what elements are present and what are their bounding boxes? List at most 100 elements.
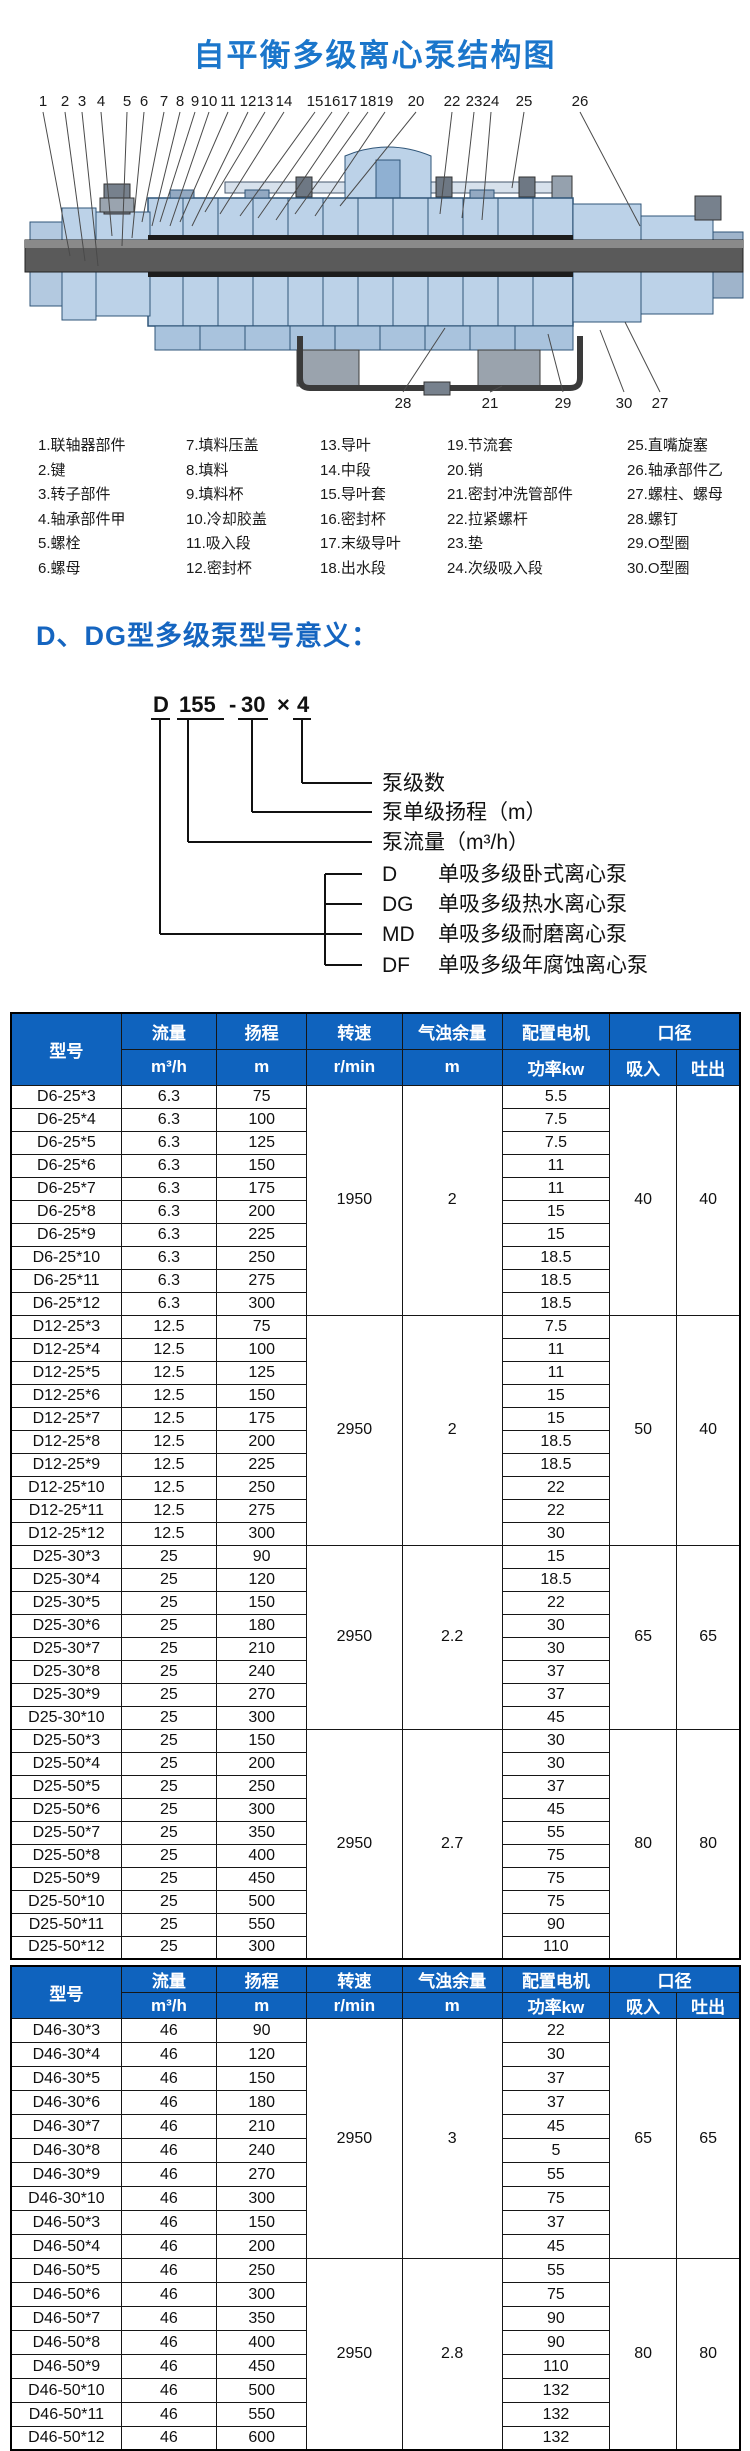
head-cell: 300 — [216, 1935, 308, 1960]
head-cell: 450 — [216, 1866, 308, 1891]
callout-leader — [275, 111, 350, 221]
flow-cell: 25 — [120, 1797, 218, 1822]
flow-cell: 6.3 — [120, 1084, 218, 1109]
model-cell: D6-25*8 — [10, 1199, 122, 1224]
head-cell: 210 — [216, 1636, 308, 1661]
col-model: 型号 — [10, 1965, 122, 2019]
type-code-md: MD — [382, 923, 415, 946]
power-cell: 7.5 — [501, 1130, 611, 1155]
col-head-unit: m — [216, 1048, 308, 1086]
spec-table-1: 型号 流量 扬程 转速 气浊余量 配置电机 口径 m³/h m r/min m … — [10, 1012, 741, 1960]
spec-row: D12-25*5 12.5 125 11 — [10, 1360, 740, 1385]
callout-leader — [481, 111, 492, 221]
power-cell: 45 — [501, 2234, 611, 2259]
flow-cell: 6.3 — [120, 1130, 218, 1155]
power-cell: 37 — [501, 1682, 611, 1707]
model-cell: D25-30*10 — [10, 1705, 122, 1730]
spec-row: D25-50*8 25 400 75 — [10, 1843, 740, 1868]
callout-number-22: 22 — [444, 93, 461, 110]
flow-cell: 12.5 — [120, 1337, 218, 1362]
discharge-cell: 40 — [676, 1084, 741, 1316]
flow-cell: 6.3 — [120, 1199, 218, 1224]
head-cell: 200 — [216, 2234, 308, 2259]
power-cell: 37 — [501, 2090, 611, 2115]
power-cell: 37 — [501, 2210, 611, 2235]
power-cell: 55 — [501, 1820, 611, 1845]
flow-cell: 25 — [120, 1912, 218, 1937]
callout-leader — [219, 111, 285, 215]
parts-column-2: 7.填料压盖 8.填料 9.填料杯 10.冷却胶盖 11.吸入段 12.密封杯 — [186, 434, 320, 581]
head-cell: 300 — [216, 2282, 308, 2307]
power-cell: 75 — [501, 2282, 611, 2307]
power-cell: 75 — [501, 1866, 611, 1891]
spec-table-2: 型号 流量 扬程 转速 气浊余量 配置电机 口径 m³/h m r/min m … — [10, 1965, 741, 2451]
spec-row: D6-25*10 6.3 250 18.5 — [10, 1245, 740, 1270]
model-cell: D25-30*5 — [10, 1590, 122, 1615]
suction-cell: 65 — [609, 1544, 678, 1730]
flow-cell: 46 — [120, 2162, 218, 2187]
spec-row: D46-50*9 46 450 110 — [10, 2354, 740, 2379]
model-cell: D12-25*11 — [10, 1498, 122, 1523]
flow-cell: 25 — [120, 1682, 218, 1707]
power-cell: 18.5 — [501, 1245, 611, 1270]
part-item: 26.轴承部件乙 — [627, 461, 723, 479]
spec-row: D46-30*10 46 300 75 — [10, 2186, 740, 2211]
col-discharge: 吐出 — [676, 1048, 741, 1086]
flow-cell: 25 — [120, 1843, 218, 1868]
spec-row: D12-25*9 12.5 225 18.5 — [10, 1452, 740, 1477]
model-cell: D46-50*12 — [10, 2426, 122, 2451]
model-code-series: D — [153, 692, 169, 717]
power-cell: 11 — [501, 1176, 611, 1201]
model-cell: D6-25*10 — [10, 1245, 122, 1270]
callout-leader — [179, 111, 229, 223]
npsh-cell: 2 — [401, 1084, 503, 1316]
head-cell: 150 — [216, 1153, 308, 1178]
flow-cell: 46 — [120, 2210, 218, 2235]
model-cell: D25-50*11 — [10, 1912, 122, 1937]
spec-row: D25-50*10 25 500 75 — [10, 1889, 740, 1914]
power-cell: 90 — [501, 2306, 611, 2331]
model-cell: D12-25*9 — [10, 1452, 122, 1477]
power-cell: 11 — [501, 1337, 611, 1362]
parts-legend: 1.联轴器部件 2.键 3.转子部件 4.轴承部件甲 5.螺栓 6.螺母 7.填料压盖 8.填… — [38, 434, 730, 581]
callout-number-12: 12 — [240, 93, 257, 110]
col-speed: 转速 — [306, 1965, 403, 1993]
col-head: 扬程 — [216, 1012, 308, 1050]
col-flow-unit: m³/h — [120, 1048, 218, 1086]
head-cell: 225 — [216, 1452, 308, 1477]
parts-column-4: 19.节流套 20.销 21.密封冲洗管部件 22.拉紧螺杆 23.垫 24.次级吸入段 — [447, 434, 627, 581]
col-motor-unit: 功率kw — [501, 1048, 611, 1086]
flow-cell: 46 — [120, 2042, 218, 2067]
power-cell: 15 — [501, 1222, 611, 1247]
callout-leader — [159, 111, 196, 223]
power-cell: 15 — [501, 1406, 611, 1431]
col-npsh-unit: m — [401, 1992, 503, 2019]
head-cell: 400 — [216, 2330, 308, 2355]
type-desc-d: 单吸多级卧式离心泵 — [438, 863, 627, 886]
callout-leader — [439, 111, 453, 215]
callout-number-21: 21 — [482, 395, 499, 412]
callout-number-14: 14 — [276, 93, 293, 110]
col-flow-unit: m³/h — [120, 1992, 218, 2019]
spec-row: D12-25*8 12.5 200 18.5 — [10, 1429, 740, 1454]
power-cell: 18.5 — [501, 1452, 611, 1477]
label-stages: 泵级数 — [382, 772, 445, 795]
model-cell: D6-25*5 — [10, 1130, 122, 1155]
power-cell: 132 — [501, 2402, 611, 2427]
callout-number-18: 18 — [360, 93, 377, 110]
flow-cell: 12.5 — [120, 1383, 218, 1408]
model-code-head: 30 — [241, 692, 265, 717]
spec-row: D6-25*8 6.3 200 15 — [10, 1199, 740, 1224]
model-cell: D25-30*4 — [10, 1567, 122, 1592]
callout-number-10: 10 — [201, 93, 218, 110]
spec-row: D6-25*3 6.3 75 1950 2 5.5 40 40 — [10, 1084, 741, 1316]
suction-cell: 40 — [609, 1084, 678, 1316]
model-cell: D25-50*3 — [10, 1728, 122, 1753]
col-motor: 配置电机 — [501, 1012, 611, 1050]
spec-row: D25-50*5 25 250 37 — [10, 1774, 740, 1799]
flow-cell: 25 — [120, 1613, 218, 1638]
callout-number-4: 4 — [97, 93, 105, 110]
part-item: 8.填料 — [186, 461, 229, 479]
col-speed-unit: r/min — [306, 1048, 403, 1086]
head-cell: 275 — [216, 1498, 308, 1523]
